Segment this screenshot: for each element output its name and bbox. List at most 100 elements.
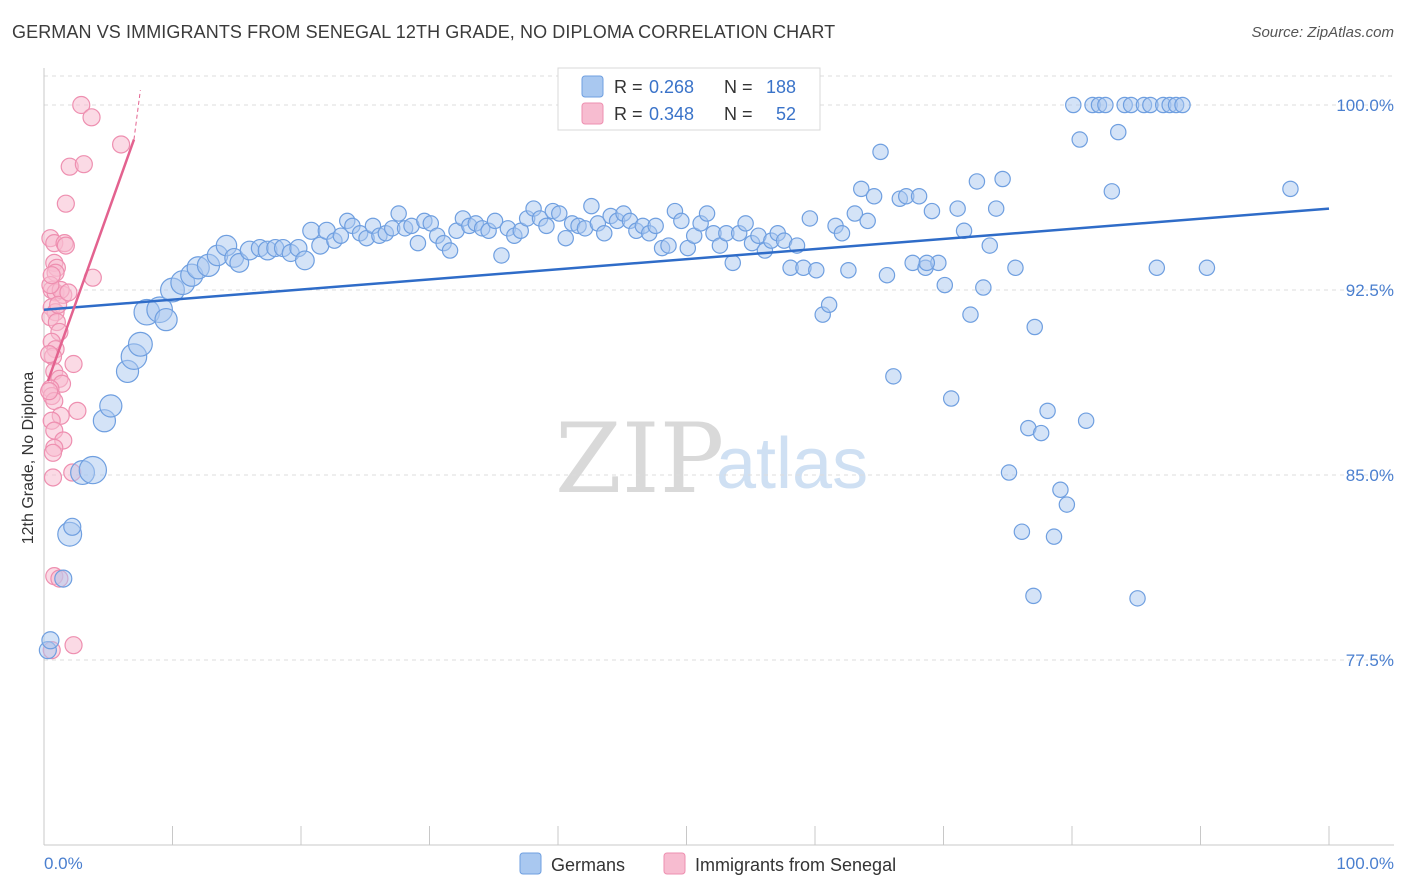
germans-point bbox=[820, 296, 838, 314]
germans-point bbox=[441, 242, 459, 259]
senegal-point bbox=[68, 401, 87, 420]
bottom-legend-swatch-senegal bbox=[663, 852, 686, 875]
germans-point bbox=[1065, 96, 1082, 114]
senegal-point bbox=[56, 194, 75, 213]
senegal-trend-extension bbox=[133, 90, 141, 140]
germans-point bbox=[54, 569, 73, 588]
germans-point bbox=[551, 205, 568, 222]
legend-n-label-germans: N = bbox=[724, 77, 753, 97]
germans-point bbox=[737, 215, 754, 232]
senegal-point bbox=[59, 283, 78, 302]
x-tick-label-min: 0.0% bbox=[44, 854, 83, 873]
germans-point bbox=[942, 390, 960, 407]
germans-point bbox=[698, 205, 716, 222]
senegal-point bbox=[42, 266, 61, 285]
germans-point bbox=[1032, 424, 1050, 442]
germans-points bbox=[38, 96, 1299, 660]
legend-swatch-germans bbox=[581, 75, 604, 98]
germans-point bbox=[846, 205, 864, 222]
germans-point bbox=[975, 279, 992, 296]
germans-point bbox=[918, 254, 936, 272]
x-ticks bbox=[43, 826, 1330, 845]
senegal-point bbox=[64, 636, 83, 655]
germans-point bbox=[833, 225, 851, 242]
germans-point bbox=[865, 188, 883, 205]
senegal-point bbox=[72, 95, 91, 115]
germans-point bbox=[1103, 183, 1121, 200]
senegal-point bbox=[82, 108, 101, 127]
germans-point bbox=[1052, 481, 1069, 499]
y-tick-label: 85.0% bbox=[1346, 466, 1394, 485]
legend-r-value-senegal: 0.348 bbox=[649, 104, 694, 124]
germans-point bbox=[962, 306, 979, 323]
y-tick-label: 77.5% bbox=[1346, 651, 1394, 670]
germans-point bbox=[949, 200, 966, 217]
senegal-trend-line bbox=[46, 139, 136, 382]
germans-point bbox=[486, 212, 504, 230]
germans-point bbox=[872, 143, 889, 161]
germans-point bbox=[390, 205, 407, 222]
y-tick-label: 92.5% bbox=[1346, 281, 1394, 300]
germans-point bbox=[1007, 259, 1024, 277]
germans-point bbox=[673, 212, 690, 230]
germans-point bbox=[1097, 96, 1114, 114]
y-tick-labels: 77.5% 85.0% 92.5% 100.0% bbox=[1336, 96, 1394, 670]
germans-point bbox=[332, 227, 350, 244]
germans-point bbox=[987, 200, 1005, 217]
legend-n-label-senegal: N = bbox=[724, 104, 753, 124]
germans-point bbox=[994, 170, 1011, 188]
trend-lines bbox=[43, 90, 1330, 382]
germans-point bbox=[583, 197, 600, 215]
germans-point bbox=[294, 250, 315, 271]
germans-point bbox=[853, 180, 870, 198]
germans-point bbox=[801, 210, 819, 227]
germans-point bbox=[859, 212, 876, 230]
x-tick-label-max: 100.0% bbox=[1336, 854, 1394, 873]
watermark: ZIP atlas bbox=[555, 403, 868, 515]
axes bbox=[43, 68, 1394, 846]
germans-point bbox=[538, 217, 555, 235]
senegal-point bbox=[43, 468, 63, 487]
germans-point bbox=[1148, 259, 1166, 277]
legend-r-label-senegal: R = bbox=[614, 104, 643, 124]
germans-point bbox=[99, 394, 123, 418]
germans-point bbox=[1110, 123, 1127, 141]
bottom-legend-label-germans: Germans bbox=[551, 855, 625, 875]
germans-point bbox=[1000, 464, 1018, 481]
germans-point bbox=[660, 237, 677, 254]
germans-point bbox=[936, 276, 954, 294]
germans-point bbox=[63, 517, 82, 536]
legend-swatch-senegal bbox=[581, 102, 604, 125]
senegal-point bbox=[64, 354, 83, 374]
germans-point bbox=[910, 188, 928, 205]
germans-point bbox=[647, 217, 664, 235]
germans-point bbox=[1077, 412, 1095, 429]
senegal-point bbox=[40, 382, 59, 401]
germans-point bbox=[493, 247, 510, 264]
germans-point bbox=[1045, 528, 1063, 545]
stats-legend: R = 0.268 N = 188 R = 0.348 N = 52 bbox=[557, 67, 821, 131]
senegal-point bbox=[56, 236, 75, 255]
germans-point bbox=[923, 202, 941, 220]
senegal-point bbox=[111, 135, 131, 154]
y-tick-label: 100.0% bbox=[1336, 96, 1394, 115]
germans-point bbox=[968, 173, 986, 190]
germans-point bbox=[41, 631, 60, 650]
chart-source: Source: ZipAtlas.com bbox=[1251, 24, 1394, 41]
watermark-atlas: atlas bbox=[716, 424, 868, 504]
germans-point bbox=[1174, 96, 1191, 114]
germans-point bbox=[596, 225, 613, 242]
germans-point bbox=[1129, 590, 1146, 607]
germans-point bbox=[724, 254, 742, 272]
bottom-legend-swatch-germans bbox=[519, 852, 542, 875]
legend-n-value-senegal: 52 bbox=[776, 104, 796, 124]
legend-n-value-germans: 188 bbox=[766, 77, 796, 97]
germans-point bbox=[840, 262, 857, 279]
germans-trend-line bbox=[43, 207, 1330, 311]
bottom-legend-label-senegal: Immigrants from Senegal bbox=[695, 855, 896, 875]
germans-point bbox=[154, 307, 178, 332]
germans-point bbox=[885, 368, 902, 385]
germans-point bbox=[302, 221, 321, 240]
germans-point bbox=[981, 237, 999, 254]
